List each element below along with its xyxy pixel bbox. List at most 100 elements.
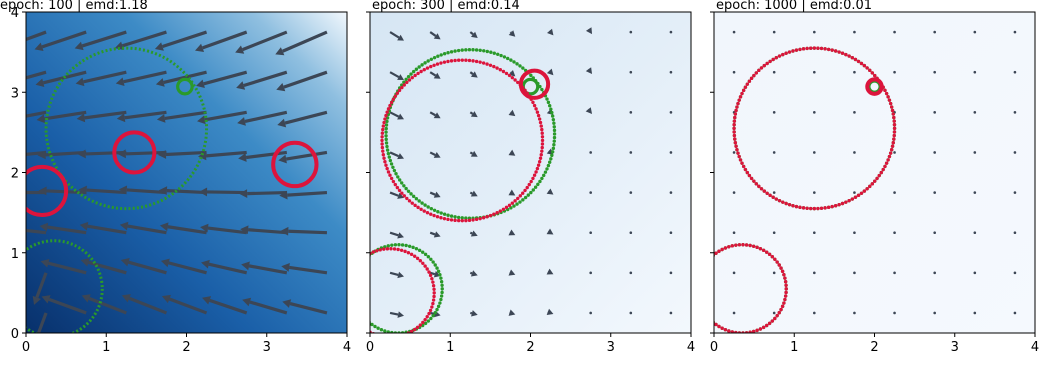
field-arrowhead	[546, 308, 554, 315]
red-dot	[354, 263, 357, 266]
red-dot	[410, 75, 414, 80]
red-dot	[485, 215, 489, 219]
red-dot	[378, 248, 382, 252]
field-arrow	[1013, 30, 1017, 34]
red-dot	[504, 205, 509, 210]
red-dot	[409, 252, 414, 257]
green-dot	[440, 287, 444, 291]
red-dot	[704, 262, 707, 265]
field-arrow	[26, 70, 47, 80]
red-dot	[513, 78, 517, 82]
green-dot	[549, 157, 553, 161]
field-arrowhead	[235, 45, 245, 54]
red-dot	[771, 195, 775, 199]
green-dot	[406, 189, 411, 193]
green-dot	[533, 185, 538, 189]
field-arrowhead	[32, 295, 41, 305]
red-dot	[498, 68, 503, 72]
panel-2: epoch: 300 | emd:0.14 0 1 2 3 4	[352, 0, 695, 355]
field-arrow	[86, 188, 127, 195]
green-dot	[435, 307, 439, 312]
field-arrowhead	[39, 222, 49, 232]
field-arrow	[629, 70, 633, 74]
field-arrowhead	[277, 118, 287, 128]
field-arrow	[47, 261, 87, 275]
red-dot	[518, 194, 522, 198]
green-dot	[384, 141, 389, 145]
red-dot	[765, 191, 769, 195]
field-arrow	[36, 312, 48, 333]
green-dot	[358, 309, 361, 312]
green-dot	[697, 296, 700, 299]
field-arrow	[128, 260, 167, 275]
field-arrow	[669, 151, 673, 154]
red-dot	[400, 334, 403, 337]
field-arrowhead	[201, 259, 210, 269]
green-dot	[397, 178, 402, 182]
field-arrow	[83, 70, 127, 84]
field-arrow	[203, 70, 248, 86]
field-arrow	[772, 70, 776, 74]
red-dot	[883, 164, 887, 169]
red-dot	[380, 131, 385, 135]
panel-2-title: epoch: 300 | emd:0.14	[372, 0, 520, 13]
red-dot	[770, 319, 775, 323]
green-dot	[521, 66, 525, 70]
red-dot	[380, 138, 384, 143]
red-dot	[385, 247, 390, 251]
red-dot	[780, 304, 785, 309]
red-dot	[887, 154, 892, 159]
green-dot	[552, 121, 556, 125]
red-dot	[768, 193, 772, 198]
field-arrow	[168, 297, 208, 315]
field-arrow	[47, 225, 87, 235]
field-arrowhead	[38, 186, 47, 196]
red-dot	[495, 66, 499, 70]
red-dot	[435, 215, 440, 219]
green-dot	[438, 273, 442, 277]
red-dot	[405, 80, 409, 85]
field-arrow	[88, 296, 127, 315]
red-dot	[460, 218, 464, 223]
field-arrowhead	[397, 74, 405, 80]
red-dot	[749, 176, 754, 181]
field-arrow	[469, 111, 474, 115]
green-dot	[526, 193, 530, 197]
x-tick-label: 4	[343, 340, 351, 355]
field-arrowhead	[35, 78, 45, 88]
field-arrowhead	[160, 258, 170, 268]
green-dot	[383, 329, 387, 333]
field-arrow	[85, 150, 127, 156]
red-dot	[801, 47, 806, 51]
field-arrowhead	[0, 116, 5, 125]
green-dot	[446, 51, 450, 55]
field-arrow	[813, 70, 816, 74]
red-dot	[853, 195, 858, 199]
red-dot	[359, 325, 362, 328]
field-arrow	[284, 110, 328, 125]
red-dot	[357, 322, 360, 325]
red-dot	[405, 196, 409, 201]
field-arrowhead	[397, 113, 405, 120]
field-arrow	[84, 110, 127, 120]
red-dot	[752, 179, 756, 183]
red-dot	[501, 207, 506, 211]
field-arrowhead	[433, 231, 441, 238]
green-dot	[496, 52, 500, 56]
red-dot	[432, 63, 436, 67]
x-tick-label: 1	[102, 340, 110, 355]
green-dot	[354, 300, 357, 303]
green-dot	[449, 214, 454, 218]
field-arrow	[469, 31, 474, 36]
field-arrowhead	[508, 149, 516, 156]
red-dot	[859, 191, 864, 195]
green-dot	[411, 245, 415, 250]
red-dot	[425, 315, 429, 319]
red-dot	[352, 266, 355, 269]
field-arrow	[167, 225, 207, 235]
red-dot	[757, 184, 761, 189]
red-dot	[777, 311, 781, 315]
red-dot	[386, 107, 391, 111]
red-dot	[540, 135, 545, 139]
red-dot	[706, 259, 709, 262]
